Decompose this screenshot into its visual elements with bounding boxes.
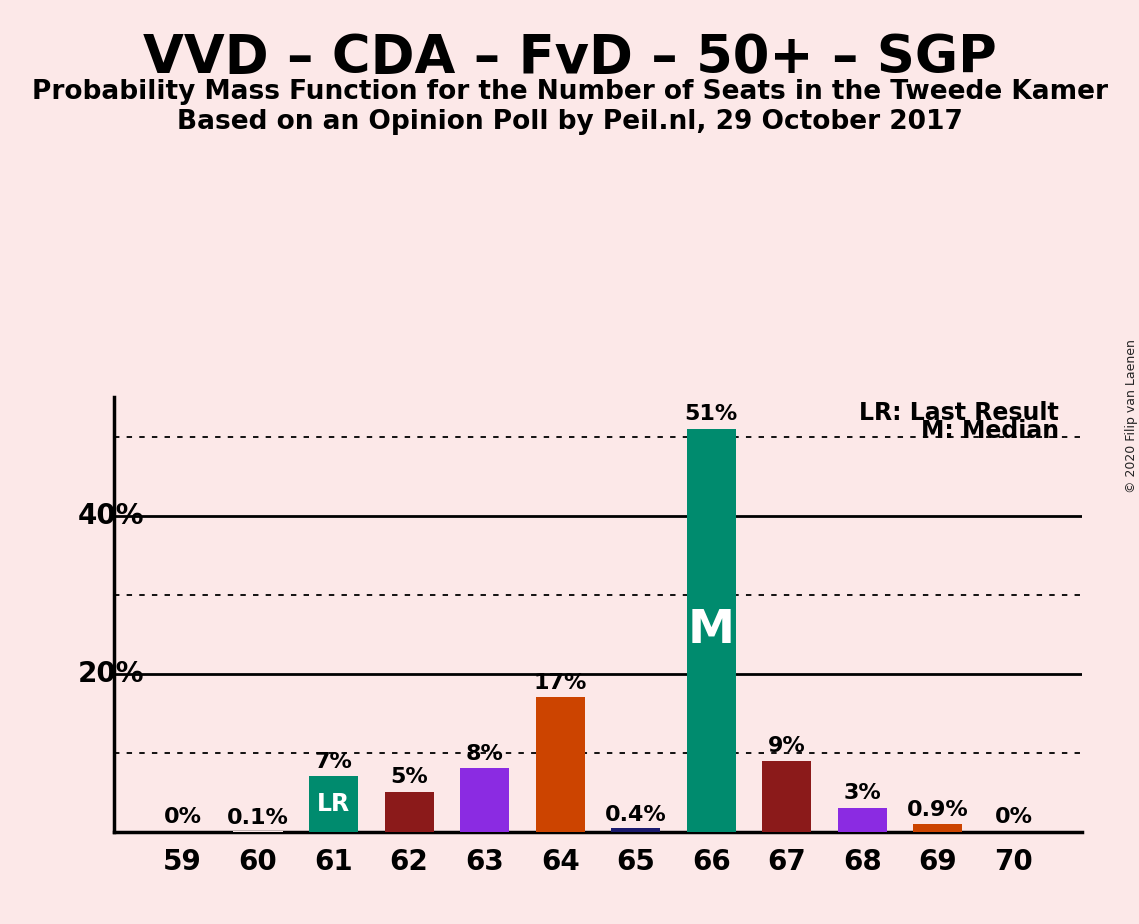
Text: VVD – CDA – FvD – 50+ – SGP: VVD – CDA – FvD – 50+ – SGP <box>142 32 997 84</box>
Text: 0.4%: 0.4% <box>605 806 666 825</box>
Text: 8%: 8% <box>466 744 503 764</box>
Text: © 2020 Filip van Laenen: © 2020 Filip van Laenen <box>1124 339 1138 492</box>
Text: 5%: 5% <box>391 768 428 787</box>
Bar <box>309 776 358 832</box>
Text: M: M <box>688 608 735 652</box>
Text: 17%: 17% <box>533 673 587 693</box>
Text: 0%: 0% <box>164 807 202 827</box>
Bar <box>687 429 736 832</box>
Text: 9%: 9% <box>768 736 805 756</box>
Text: 7%: 7% <box>314 751 352 772</box>
Text: 3%: 3% <box>844 784 882 803</box>
Text: 51%: 51% <box>685 404 738 424</box>
Text: Based on an Opinion Poll by Peil.nl, 29 October 2017: Based on an Opinion Poll by Peil.nl, 29 … <box>177 109 962 135</box>
Text: LR: LR <box>317 792 350 816</box>
Bar <box>913 824 962 832</box>
Text: 40%: 40% <box>79 502 145 529</box>
Bar <box>612 829 661 832</box>
Bar <box>460 769 509 832</box>
Text: 0%: 0% <box>994 807 1032 827</box>
Text: 0.9%: 0.9% <box>907 800 969 820</box>
Text: 0.1%: 0.1% <box>227 808 289 828</box>
Bar <box>762 760 811 832</box>
Text: M: Median: M: Median <box>920 419 1059 444</box>
Bar <box>838 808 887 832</box>
Bar <box>385 792 434 832</box>
Text: 20%: 20% <box>79 660 145 687</box>
Bar <box>535 698 584 832</box>
Text: Probability Mass Function for the Number of Seats in the Tweede Kamer: Probability Mass Function for the Number… <box>32 79 1107 104</box>
Text: LR: Last Result: LR: Last Result <box>859 401 1059 425</box>
